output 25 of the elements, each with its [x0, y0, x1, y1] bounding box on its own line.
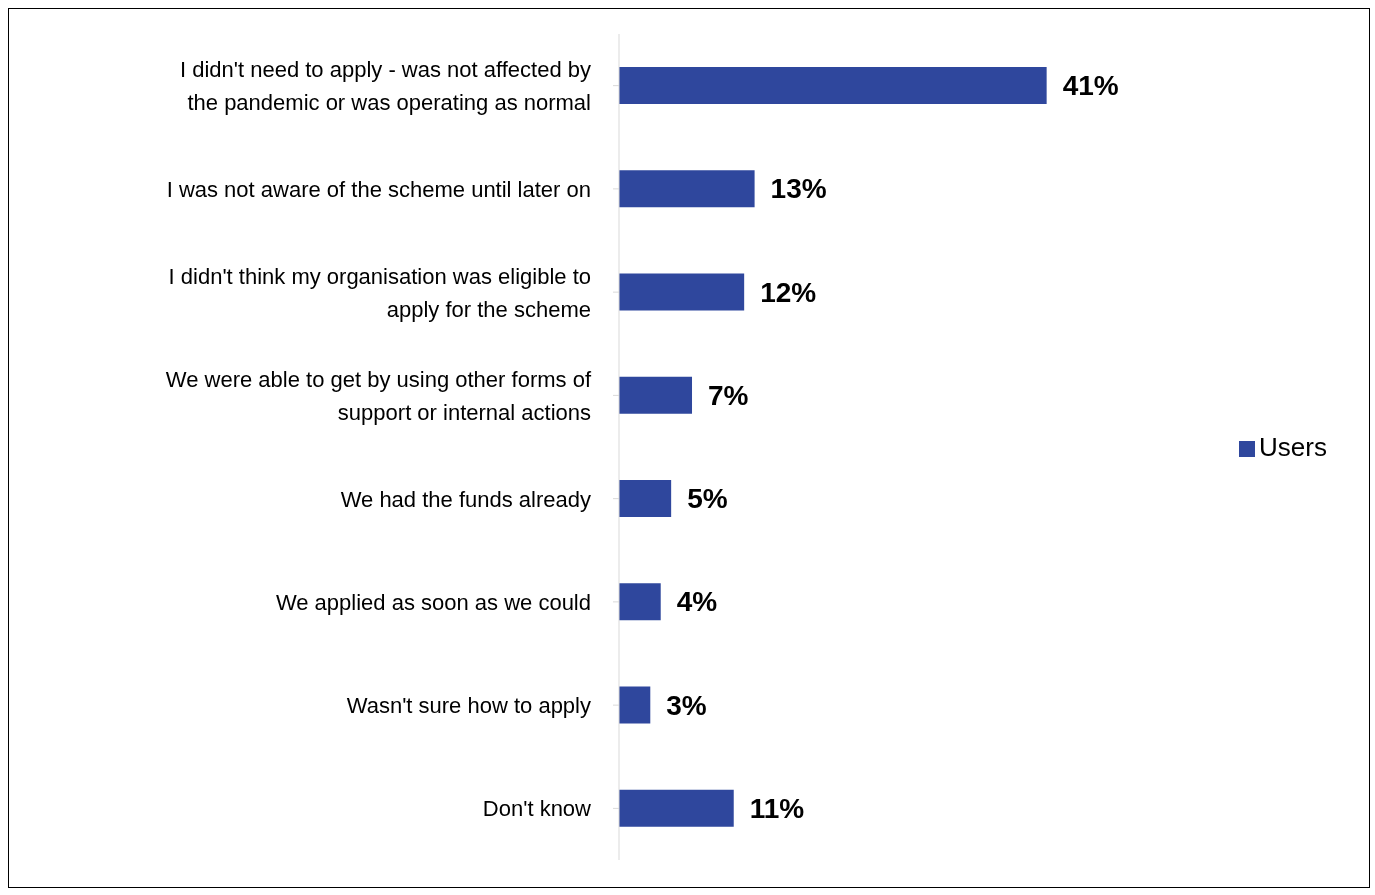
bar	[619, 67, 1047, 105]
y-tick-label: We applied as soon as we could	[275, 589, 591, 615]
y-tick-label: I didn't need to apply - was not affected by the pandemic or was operating as normal	[179, 56, 591, 115]
bar	[619, 376, 693, 414]
y-tick-label: I was not aware of the scheme until later on	[166, 176, 591, 202]
data-label: 12%	[760, 276, 817, 308]
y-tick-label: We were able to get by using other forms of support or internal actions	[165, 366, 592, 425]
y-tick-label: I didn't think my organisation was eligible to apply for the scheme	[168, 263, 591, 322]
data-label: 7%	[708, 379, 749, 411]
bar	[619, 273, 745, 311]
bar	[619, 583, 661, 621]
y-tick-label: We had the funds already	[340, 486, 591, 512]
legend-label: Users	[1259, 431, 1327, 462]
y-tick-label: Don't know	[482, 795, 592, 821]
data-label: 3%	[666, 689, 707, 721]
bar	[619, 480, 672, 518]
bar	[619, 170, 755, 208]
data-label: 11%	[749, 792, 805, 824]
bar	[619, 686, 651, 724]
data-label: 13%	[770, 173, 827, 205]
bar	[619, 789, 734, 827]
y-tick-label: Wasn't sure how to apply	[346, 692, 591, 718]
data-label: 41%	[1062, 70, 1119, 102]
data-label: 4%	[676, 586, 718, 618]
data-label: 5%	[687, 483, 728, 515]
